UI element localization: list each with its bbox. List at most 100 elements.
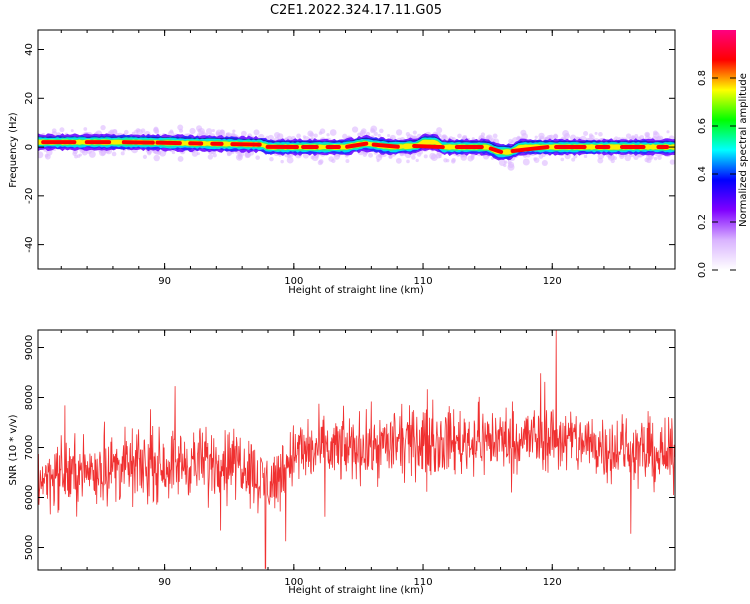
- heatmap-speckle: [232, 129, 235, 132]
- heatmap-speckle: [379, 129, 383, 133]
- heatmap-speckle: [357, 133, 361, 137]
- heatmap-speckle: [413, 130, 417, 134]
- heatmap-speckle: [431, 154, 438, 161]
- heatmap-speckle: [654, 157, 657, 160]
- heatmap-speckle: [508, 139, 513, 144]
- heatmap-speckle: [411, 155, 416, 160]
- heatmap-speckle: [136, 129, 143, 136]
- heatmap-speckle: [296, 134, 301, 139]
- heatmap-speckle: [280, 160, 283, 163]
- heatmap-speckle: [52, 128, 57, 133]
- heatmap-speckle: [124, 130, 129, 135]
- figure-title: C2E1.2022.324.17.11.G05: [270, 3, 442, 18]
- heatmap-speckle: [314, 134, 318, 138]
- heatmap-speckle: [370, 126, 377, 133]
- heatmap-speckle: [424, 154, 428, 158]
- heatmap-speckle: [241, 131, 247, 137]
- heatmap-speckle: [208, 154, 213, 159]
- heatmap-speckle: [542, 160, 548, 166]
- heatmap-speckle: [83, 127, 87, 131]
- heatmap-speckle: [626, 133, 631, 138]
- heatmap-speckle: [368, 153, 373, 158]
- heatmap-speckle: [113, 129, 117, 133]
- heatmap-speckle: [178, 156, 184, 162]
- heatmap-speckle: [189, 128, 195, 134]
- heatmap-speckle: [59, 127, 64, 132]
- heatmap-speckle: [535, 136, 538, 139]
- heatmap-speckle: [595, 132, 598, 135]
- heatmap-speckle: [406, 160, 410, 164]
- snr-ytick-label: 6000: [24, 485, 35, 510]
- heatmap-speckle: [457, 134, 462, 139]
- heatmap-speckle: [644, 158, 649, 163]
- heatmap-speckle: [143, 155, 147, 159]
- heatmap-speckle: [406, 132, 410, 136]
- colorbar-gradient: [712, 30, 736, 270]
- heatmap-speckle: [236, 154, 243, 161]
- snr-y-axis-label: SNR (10 * v/v): [8, 414, 19, 485]
- snr-xtick-label: 90: [158, 577, 171, 588]
- heatmap-speckle: [213, 153, 217, 157]
- heatmap-speckle: [598, 132, 603, 137]
- heatmap-speckle: [153, 155, 159, 161]
- heatmap-speckle: [220, 129, 224, 133]
- heatmap-peak-segment: [232, 144, 259, 145]
- heatmap-speckle: [269, 157, 274, 162]
- heatmap-speckle: [378, 134, 381, 137]
- spectrogram-ytick-label: 0: [24, 144, 35, 150]
- heatmap-speckle: [499, 159, 506, 166]
- heatmap-speckle: [71, 129, 74, 132]
- heatmap-speckle: [634, 134, 638, 138]
- heatmap-speckle: [45, 154, 49, 158]
- heatmap-speckle: [121, 151, 125, 155]
- heatmap-speckle: [520, 130, 526, 136]
- heatmap-speckle: [540, 136, 544, 140]
- heatmap-speckle: [255, 155, 260, 160]
- heatmap-speckle: [396, 158, 402, 164]
- snr-xtick-label: 120: [543, 577, 562, 588]
- heatmap-speckle: [436, 127, 442, 133]
- colorbar-tick-label: 0.2: [697, 214, 708, 230]
- heatmap-speckle: [584, 155, 587, 158]
- spectrogram-xtick-label: 90: [158, 276, 171, 287]
- spectrogram-xtick-label: 120: [543, 276, 562, 287]
- snr-ytick-label: 7000: [24, 435, 35, 460]
- heatmap-speckle: [197, 129, 201, 133]
- colorbar-tick-label: 0.0: [697, 262, 708, 278]
- heatmap-speckle: [666, 130, 669, 133]
- heatmap-speckle: [320, 128, 326, 134]
- heatmap-speckle: [89, 151, 96, 158]
- heatmap-speckle: [112, 152, 117, 157]
- heatmap-speckle: [597, 158, 603, 164]
- heatmap-speckle: [619, 154, 624, 159]
- heatmap-speckle: [287, 157, 294, 164]
- heatmap-speckle: [583, 131, 588, 136]
- heatmap-speckle: [589, 135, 595, 141]
- heatmap-peak-segment: [414, 146, 443, 147]
- heatmap-speckle: [36, 151, 43, 158]
- heatmap-speckle: [446, 159, 450, 163]
- snr-x-axis-label: Height of straight line (km): [288, 585, 424, 596]
- heatmap-speckle: [72, 151, 77, 156]
- heatmap: [36, 124, 675, 170]
- heatmap-speckle: [645, 133, 649, 137]
- heatmap-speckle: [157, 151, 161, 155]
- heatmap-speckle: [416, 159, 419, 162]
- heatmap-speckle: [553, 134, 558, 139]
- heatmap-speckle: [212, 129, 215, 132]
- heatmap-speckle: [328, 156, 334, 162]
- heatmap-speckle: [177, 124, 183, 130]
- colorbar-tick-label: 0.6: [697, 118, 708, 134]
- snr-series-line: [38, 330, 675, 569]
- spectrogram-ytick-label: -40: [24, 236, 35, 252]
- heatmap-speckle: [342, 134, 347, 139]
- spectrogram-x-axis-label: Height of straight line (km): [288, 285, 424, 296]
- heatmap-speckle: [562, 130, 569, 137]
- snr-ytick-label: 8000: [24, 385, 35, 410]
- heatmap-speckle: [253, 129, 259, 135]
- snr-ytick-label: 5000: [24, 535, 35, 560]
- heatmap-speckle: [100, 125, 105, 130]
